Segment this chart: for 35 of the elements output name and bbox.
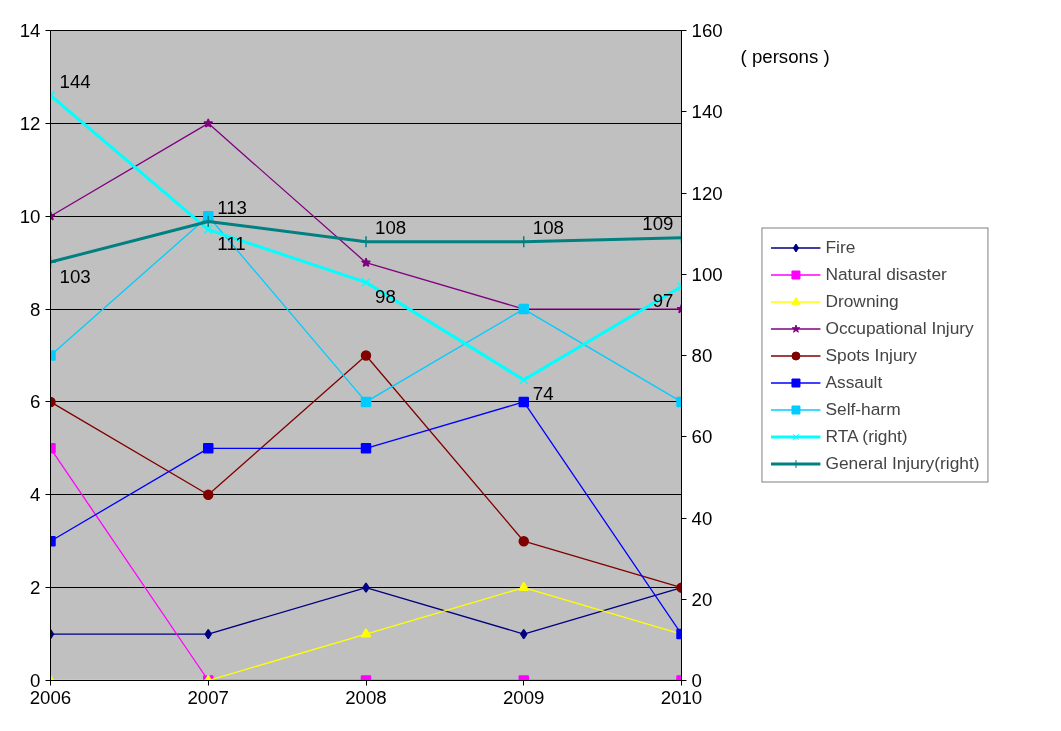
y-tick-label: 4 <box>30 484 41 506</box>
legend-label: Occupational Injury <box>825 317 974 339</box>
y2-tick-label: 60 <box>691 426 713 448</box>
legend-label: Drowning <box>825 290 899 312</box>
legend-label: Assault <box>825 371 883 393</box>
data-label: 108 <box>375 217 407 239</box>
legend-label: General Injury(right) <box>825 452 980 474</box>
y2-tick-label: 80 <box>691 345 713 366</box>
y-tick-label: 2 <box>30 577 41 599</box>
y-tick-label: 14 <box>19 20 41 41</box>
y2-tick-label: 160 <box>691 20 723 41</box>
y2-tick-label: 120 <box>691 182 723 204</box>
legend-label: Spots Injury <box>825 344 917 366</box>
text: ( persons ) <box>740 46 830 67</box>
legend-label: Natural disaster <box>825 263 947 285</box>
y2-tick-label: 140 <box>691 101 723 123</box>
y2-tick-label: 20 <box>691 588 713 610</box>
data-label: 103 <box>59 265 91 287</box>
data-label: 144 <box>59 71 91 92</box>
data-label: 109 <box>642 213 674 235</box>
y-tick-label: 8 <box>30 298 41 320</box>
data-label: 108 <box>532 217 564 239</box>
x-tick-label: 2009 <box>503 686 545 708</box>
y2-tick-label: 100 <box>691 263 723 285</box>
legend-label: Self-harm <box>825 398 901 420</box>
legend-label: Fire <box>825 236 856 258</box>
y-tick-label: 6 <box>30 391 41 413</box>
x-tick-label: 2007 <box>187 686 230 708</box>
y2-tick-label: 40 <box>691 507 713 529</box>
y-tick-label: 12 <box>19 112 41 134</box>
legend-label: RTA (right) <box>825 425 908 447</box>
data-label: 74 <box>532 383 554 405</box>
data-label: 113 <box>217 196 247 218</box>
x-tick-label: 2008 <box>345 686 387 708</box>
y-tick-label: 10 <box>19 205 41 227</box>
